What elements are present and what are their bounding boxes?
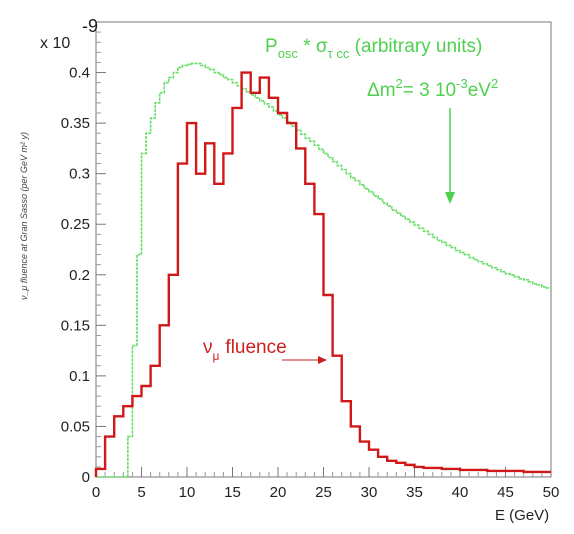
x-tick-label: 15: [224, 484, 241, 501]
dm-sup2: -3: [456, 76, 468, 91]
fluence-step-line: [94, 71, 551, 477]
y-tick-label: 0.1: [69, 368, 90, 385]
y-axis-label: ν_μ fluence at Gran Sasso (per GeV m² y): [19, 132, 29, 300]
x-tick-label: 20: [270, 484, 287, 501]
delta-m-arrowhead: [445, 192, 455, 204]
dm-sup: 2: [396, 76, 403, 91]
y-tick-label: 0.15: [61, 317, 90, 334]
y-tick-label: 0.05: [61, 418, 90, 435]
x-tick-label: 40: [452, 484, 469, 501]
ticks-layer: 0 5 10 15 20 25 30 35 40 45 50 0 0.05 0.1 0.15 0.2 0.25 0…: [61, 31, 560, 501]
dm-sup3: 2: [491, 76, 498, 91]
y-multiplier-exponent: -9: [82, 16, 98, 36]
dm-text: Δm: [367, 80, 396, 101]
x-tick-label: 10: [179, 484, 196, 501]
fluence-annotation: νμ fluence: [203, 337, 287, 363]
fluence-sub: μ: [213, 349, 220, 363]
oscillation-step-line: [96, 62, 551, 478]
series-layer: [94, 62, 551, 478]
fluence-arrowhead: [318, 356, 327, 364]
osc-tail: (arbitrary units): [349, 36, 482, 57]
x-tick-label: 50: [543, 484, 560, 501]
x-tick-label: 0: [92, 484, 100, 501]
osc-p: P: [265, 36, 278, 57]
osc-sub2: τ cc: [328, 46, 350, 61]
fluence-text: fluence: [225, 337, 286, 358]
x-tick-label: 45: [497, 484, 514, 501]
osc-sub: osc: [278, 46, 299, 61]
y-tick-label: 0.35: [61, 115, 90, 132]
y-multiplier: x 10: [40, 35, 70, 52]
y-tick-label: 0.4: [69, 65, 90, 82]
dm-unit: eV: [468, 80, 492, 101]
x-tick-label: 30: [361, 484, 378, 501]
oscillation-annotation: Posc * στ cc (arbitrary units): [265, 36, 482, 61]
x-tick-label: 5: [137, 484, 145, 501]
y-tick-label: 0.25: [61, 216, 90, 233]
x-tick-label: 25: [315, 484, 332, 501]
osc-mid: * σ: [298, 36, 328, 57]
dm-mid: = 3 10: [403, 80, 456, 101]
y-tick-label: 0.2: [69, 267, 90, 284]
fluence-nu: ν: [203, 337, 213, 358]
x-axis-label: E (GeV): [495, 507, 549, 524]
y-tick-label: 0: [82, 469, 90, 486]
x-tick-label: 35: [406, 484, 423, 501]
y-tick-label: 0.3: [69, 166, 90, 183]
delta-m-annotation: Δm2= 3 10-3eV2: [367, 76, 498, 101]
